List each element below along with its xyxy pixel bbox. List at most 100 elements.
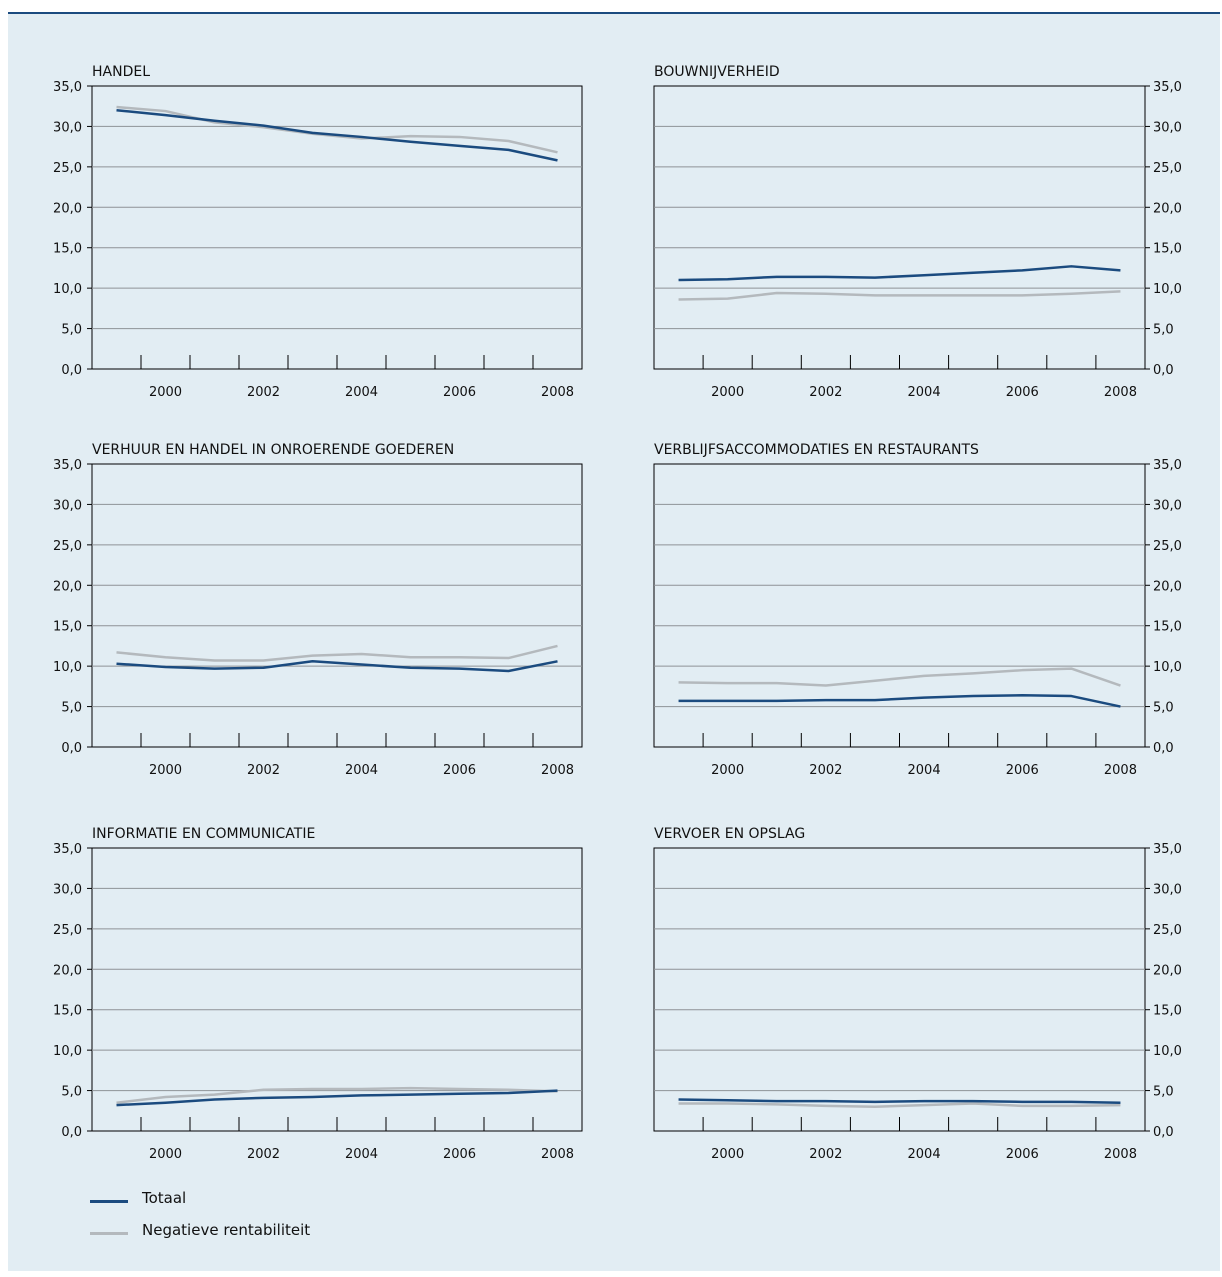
x-tick-label: 2006 bbox=[443, 385, 476, 400]
y-tick-label: 5,0 bbox=[1153, 701, 1174, 716]
legend-swatch-totaal bbox=[90, 1200, 128, 1203]
panel-title: VERHUUR EN HANDEL IN ONROERENDE GOEDEREN bbox=[92, 442, 454, 458]
y-tick-label: 35,0 bbox=[53, 842, 82, 857]
series-line-totaal bbox=[116, 1089, 558, 1107]
x-tick-label: 2000 bbox=[149, 1147, 182, 1162]
x-tick-label: 2004 bbox=[345, 763, 378, 778]
small-multiples-chart: HANDEL 0,0 5,0 10,0 15,0 20,0 25,0 30,0 35,0 2000… bbox=[53, 64, 1182, 1162]
x-tick-label: 2004 bbox=[908, 1147, 941, 1162]
y-tick-label: 20,0 bbox=[1153, 579, 1182, 594]
y-tick-label: 25,0 bbox=[53, 923, 82, 938]
y-tick-label: 15,0 bbox=[53, 1004, 82, 1019]
panel-title: BOUWNIJVERHEID bbox=[654, 64, 780, 80]
y-tick-label: 30,0 bbox=[1153, 120, 1182, 135]
series-line-negatieve-rentabiliteit bbox=[678, 1102, 1121, 1108]
y-tick-label: 10,0 bbox=[53, 282, 82, 297]
series-line-totaal bbox=[678, 265, 1121, 282]
y-tick-label: 35,0 bbox=[53, 80, 82, 95]
panel-1: HANDEL 0,0 5,0 10,0 15,0 20,0 25,0 30,0 35,0 2000… bbox=[53, 64, 583, 400]
y-tick-label: 10,0 bbox=[1153, 660, 1182, 675]
y-tick-label: 20,0 bbox=[1153, 963, 1182, 978]
x-tick-label: 2004 bbox=[345, 385, 378, 400]
series-line-negatieve-rentabiliteit bbox=[116, 1086, 558, 1104]
y-tick-label: 10,0 bbox=[1153, 282, 1182, 297]
y-tick-label: 35,0 bbox=[53, 458, 82, 473]
x-tick-label: 2000 bbox=[149, 385, 182, 400]
y-tick-label: 0,0 bbox=[61, 363, 82, 378]
y-tick-label: 10,0 bbox=[53, 1044, 82, 1059]
panel-5: INFORMATIE EN COMMUNICATIE 0,0 5,0 10,0 15,0… bbox=[53, 826, 583, 1162]
x-tick-label: 2000 bbox=[711, 763, 744, 778]
y-tick-label: 0,0 bbox=[1153, 741, 1174, 756]
y-tick-label: 5,0 bbox=[61, 323, 82, 338]
x-tick-label: 2002 bbox=[247, 385, 280, 400]
y-tick-label: 30,0 bbox=[53, 120, 82, 135]
x-tick-label: 2006 bbox=[1006, 1147, 1039, 1162]
x-tick-label: 2006 bbox=[1006, 763, 1039, 778]
y-tick-label: 5,0 bbox=[1153, 1085, 1174, 1100]
y-tick-label: 25,0 bbox=[53, 539, 82, 554]
figure-panel: HANDEL 0,0 5,0 10,0 15,0 20,0 25,0 30,0 35,0 2000… bbox=[8, 12, 1220, 1271]
y-tick-label: 35,0 bbox=[1153, 458, 1182, 473]
x-tick-label: 2002 bbox=[809, 385, 842, 400]
plot-frame bbox=[91, 85, 583, 370]
legend-swatch-negatieve-rentabiliteit bbox=[90, 1232, 128, 1235]
x-tick-label: 2008 bbox=[541, 1147, 574, 1162]
panel-6: VERVOER EN OPSLAG 0,0 5,0 10,0 15,0 20,0 25,0 3… bbox=[653, 826, 1182, 1162]
y-tick-label: 25,0 bbox=[1153, 161, 1182, 176]
y-tick-label: 20,0 bbox=[1153, 201, 1182, 216]
x-tick-label: 2008 bbox=[1104, 763, 1137, 778]
y-tick-label: 15,0 bbox=[53, 242, 82, 257]
x-tick-label: 2000 bbox=[711, 1147, 744, 1162]
y-tick-label: 15,0 bbox=[1153, 1004, 1182, 1019]
plot-frame bbox=[653, 85, 1146, 370]
y-tick-label: 0,0 bbox=[1153, 1125, 1174, 1140]
series-line-totaal bbox=[678, 694, 1121, 708]
y-tick-label: 15,0 bbox=[1153, 242, 1182, 257]
series-line-totaal bbox=[678, 1098, 1121, 1104]
y-tick-label: 0,0 bbox=[61, 1125, 82, 1140]
panel-title: HANDEL bbox=[92, 64, 150, 80]
y-tick-label: 35,0 bbox=[1153, 842, 1182, 857]
x-tick-label: 2006 bbox=[443, 1147, 476, 1162]
x-tick-label: 2004 bbox=[908, 763, 941, 778]
y-tick-label: 35,0 bbox=[1153, 80, 1182, 95]
y-tick-label: 30,0 bbox=[53, 882, 82, 897]
x-tick-label: 2002 bbox=[809, 763, 842, 778]
y-tick-label: 25,0 bbox=[53, 161, 82, 176]
x-tick-label: 2008 bbox=[541, 385, 574, 400]
y-tick-label: 5,0 bbox=[61, 701, 82, 716]
legend-label-totaal: Totaal bbox=[142, 1189, 187, 1207]
series-line-totaal bbox=[116, 109, 558, 162]
y-tick-label: 10,0 bbox=[53, 660, 82, 675]
y-tick-label: 5,0 bbox=[61, 1085, 82, 1100]
x-tick-label: 2008 bbox=[541, 763, 574, 778]
panel-title: INFORMATIE EN COMMUNICATIE bbox=[92, 826, 315, 842]
x-tick-label: 2006 bbox=[1006, 385, 1039, 400]
series-line-negatieve-rentabiliteit bbox=[116, 644, 558, 662]
y-tick-label: 15,0 bbox=[1153, 620, 1182, 635]
y-tick-label: 30,0 bbox=[1153, 498, 1182, 513]
plot-frame bbox=[653, 847, 1146, 1132]
panel-2: BOUWNIJVERHEID 0,0 5,0 10,0 15,0 20,0 25,0 30,0… bbox=[653, 64, 1182, 400]
series-line-negatieve-rentabiliteit bbox=[678, 667, 1121, 687]
y-tick-label: 15,0 bbox=[53, 620, 82, 635]
panel-3: VERHUUR EN HANDEL IN ONROERENDE GOEDEREN… bbox=[53, 442, 583, 778]
x-tick-label: 2006 bbox=[443, 763, 476, 778]
legend-label-negatieve-rentabiliteit: Negatieve rentabiliteit bbox=[142, 1221, 311, 1239]
x-tick-label: 2002 bbox=[247, 763, 280, 778]
panel-title: VERBLIJFSACCOMMODATIES EN RESTAURANTS bbox=[654, 442, 979, 458]
y-tick-label: 5,0 bbox=[1153, 323, 1174, 338]
series-line-negatieve-rentabiliteit bbox=[116, 105, 558, 154]
plot-frame bbox=[91, 463, 583, 748]
x-tick-label: 2002 bbox=[247, 1147, 280, 1162]
series-line-negatieve-rentabiliteit bbox=[678, 290, 1121, 301]
y-tick-label: 20,0 bbox=[53, 963, 82, 978]
y-tick-label: 30,0 bbox=[53, 498, 82, 513]
series-line-totaal bbox=[116, 660, 558, 673]
y-tick-label: 10,0 bbox=[1153, 1044, 1182, 1059]
plot-frame bbox=[653, 463, 1146, 748]
panel-4: VERBLIJFSACCOMMODATIES EN RESTAURANTS 0,0… bbox=[653, 442, 1182, 778]
x-tick-label: 2000 bbox=[149, 763, 182, 778]
x-tick-label: 2004 bbox=[908, 385, 941, 400]
